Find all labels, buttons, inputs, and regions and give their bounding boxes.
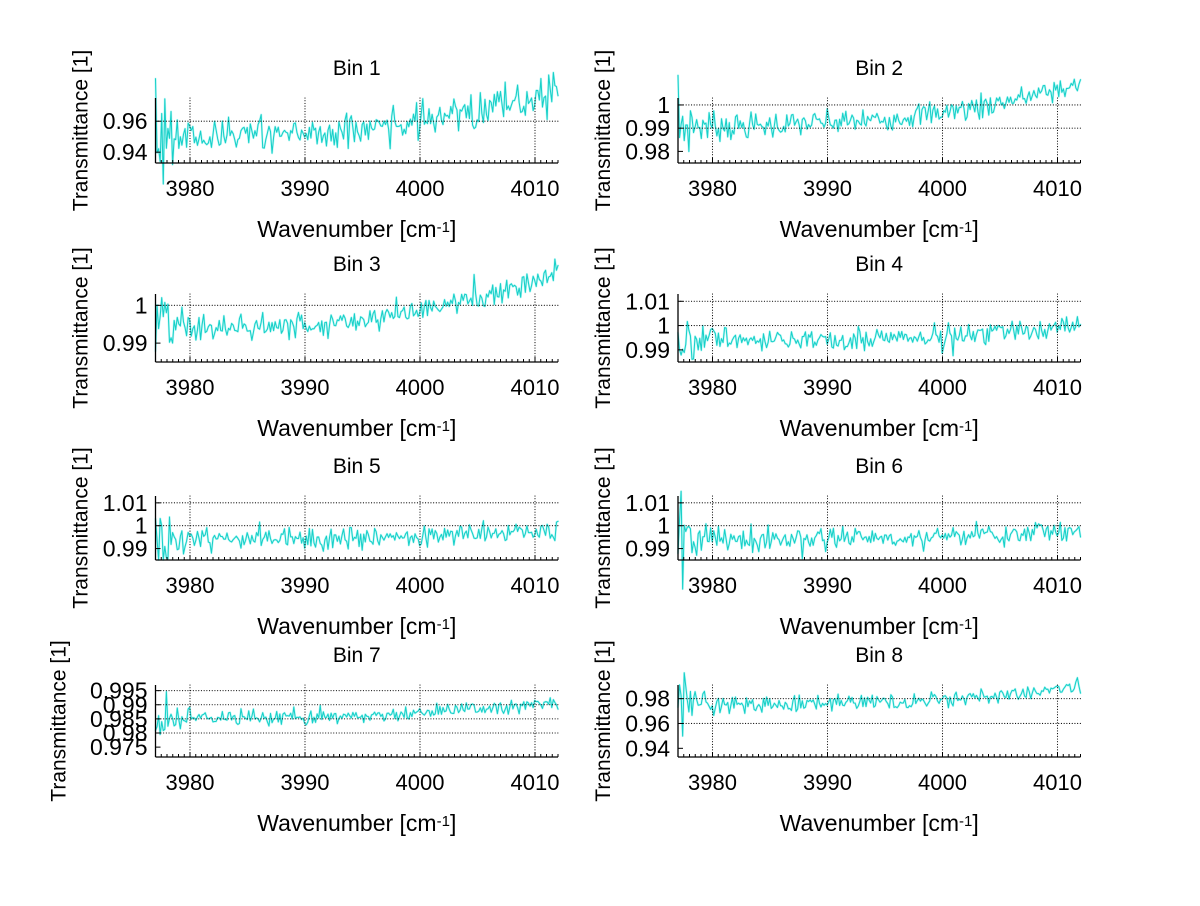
svg-text:0.99: 0.99 [625, 536, 670, 562]
svg-text:3980: 3980 [688, 770, 737, 795]
svg-text:1.01: 1.01 [625, 490, 670, 516]
svg-text:0.96: 0.96 [103, 108, 148, 134]
svg-text:Wavenumber [cm-1]: Wavenumber [cm-1] [257, 613, 456, 639]
svg-text:4010: 4010 [511, 573, 560, 598]
svg-text:0.94: 0.94 [103, 139, 148, 165]
svg-text:0.98: 0.98 [625, 686, 670, 712]
svg-text:4010: 4010 [511, 375, 560, 400]
svg-text:4000: 4000 [396, 375, 445, 400]
svg-text:4010: 4010 [1033, 573, 1082, 598]
svg-text:1.01: 1.01 [103, 490, 148, 516]
svg-text:3990: 3990 [803, 176, 852, 201]
svg-text:4000: 4000 [918, 375, 967, 400]
svg-text:4010: 4010 [1033, 176, 1082, 201]
svg-text:0.94: 0.94 [625, 735, 670, 761]
svg-text:Wavenumber [cm-1]: Wavenumber [cm-1] [780, 216, 979, 242]
svg-text:3980: 3980 [166, 176, 215, 201]
svg-text:Wavenumber [cm-1]: Wavenumber [cm-1] [780, 810, 979, 836]
svg-text:0.99: 0.99 [103, 330, 148, 356]
svg-text:Bin 4: Bin 4 [855, 253, 903, 276]
svg-text:3990: 3990 [281, 375, 330, 400]
svg-text:Transmittance [1]: Transmittance [1] [70, 447, 93, 608]
svg-text:4000: 4000 [396, 573, 445, 598]
svg-text:3990: 3990 [803, 770, 852, 795]
svg-text:3990: 3990 [281, 573, 330, 598]
svg-text:Transmittance [1]: Transmittance [1] [592, 50, 615, 211]
svg-text:4010: 4010 [511, 770, 560, 795]
svg-text:3980: 3980 [166, 770, 215, 795]
svg-text:Transmittance [1]: Transmittance [1] [70, 247, 93, 408]
svg-text:Bin 5: Bin 5 [333, 455, 381, 478]
svg-text:3980: 3980 [688, 176, 737, 201]
svg-text:0.99: 0.99 [625, 337, 670, 363]
svg-text:Wavenumber [cm-1]: Wavenumber [cm-1] [257, 810, 456, 836]
svg-text:0.99: 0.99 [625, 115, 670, 141]
svg-text:1: 1 [135, 292, 148, 318]
svg-text:Wavenumber [cm-1]: Wavenumber [cm-1] [780, 415, 979, 441]
svg-text:Bin 6: Bin 6 [855, 455, 903, 478]
svg-text:4010: 4010 [1033, 770, 1082, 795]
svg-text:3990: 3990 [803, 573, 852, 598]
svg-text:Bin 2: Bin 2 [855, 57, 903, 80]
svg-text:3990: 3990 [803, 375, 852, 400]
svg-text:4000: 4000 [918, 770, 967, 795]
svg-text:Bin 3: Bin 3 [333, 253, 381, 276]
svg-text:Transmittance [1]: Transmittance [1] [48, 640, 71, 801]
svg-text:Bin 8: Bin 8 [855, 644, 903, 667]
svg-text:4000: 4000 [396, 770, 445, 795]
svg-text:Transmittance [1]: Transmittance [1] [592, 640, 615, 801]
svg-text:4000: 4000 [918, 176, 967, 201]
svg-text:0.99: 0.99 [103, 536, 148, 562]
svg-text:Wavenumber [cm-1]: Wavenumber [cm-1] [257, 216, 456, 242]
svg-text:1: 1 [135, 513, 148, 539]
svg-text:4000: 4000 [918, 573, 967, 598]
svg-text:4010: 4010 [1033, 375, 1082, 400]
svg-text:Wavenumber [cm-1]: Wavenumber [cm-1] [780, 613, 979, 639]
svg-text:4010: 4010 [511, 176, 560, 201]
svg-text:3980: 3980 [166, 375, 215, 400]
svg-text:4000: 4000 [396, 176, 445, 201]
svg-text:1.01: 1.01 [625, 288, 670, 314]
svg-text:1: 1 [657, 92, 670, 118]
svg-text:1: 1 [657, 513, 670, 539]
svg-text:1: 1 [657, 313, 670, 339]
svg-text:3990: 3990 [281, 176, 330, 201]
svg-text:Bin 7: Bin 7 [333, 644, 381, 667]
svg-text:Wavenumber [cm-1]: Wavenumber [cm-1] [257, 415, 456, 441]
svg-text:3980: 3980 [688, 573, 737, 598]
svg-text:3980: 3980 [688, 375, 737, 400]
svg-text:Transmittance [1]: Transmittance [1] [592, 447, 615, 608]
svg-text:0.96: 0.96 [625, 711, 670, 737]
svg-text:3980: 3980 [166, 573, 215, 598]
svg-text:Bin 1: Bin 1 [333, 57, 381, 80]
svg-text:0.98: 0.98 [625, 138, 670, 164]
svg-text:3990: 3990 [281, 770, 330, 795]
svg-text:Transmittance [1]: Transmittance [1] [592, 247, 615, 408]
svg-text:0.995: 0.995 [90, 678, 148, 704]
svg-text:Transmittance [1]: Transmittance [1] [70, 50, 93, 211]
